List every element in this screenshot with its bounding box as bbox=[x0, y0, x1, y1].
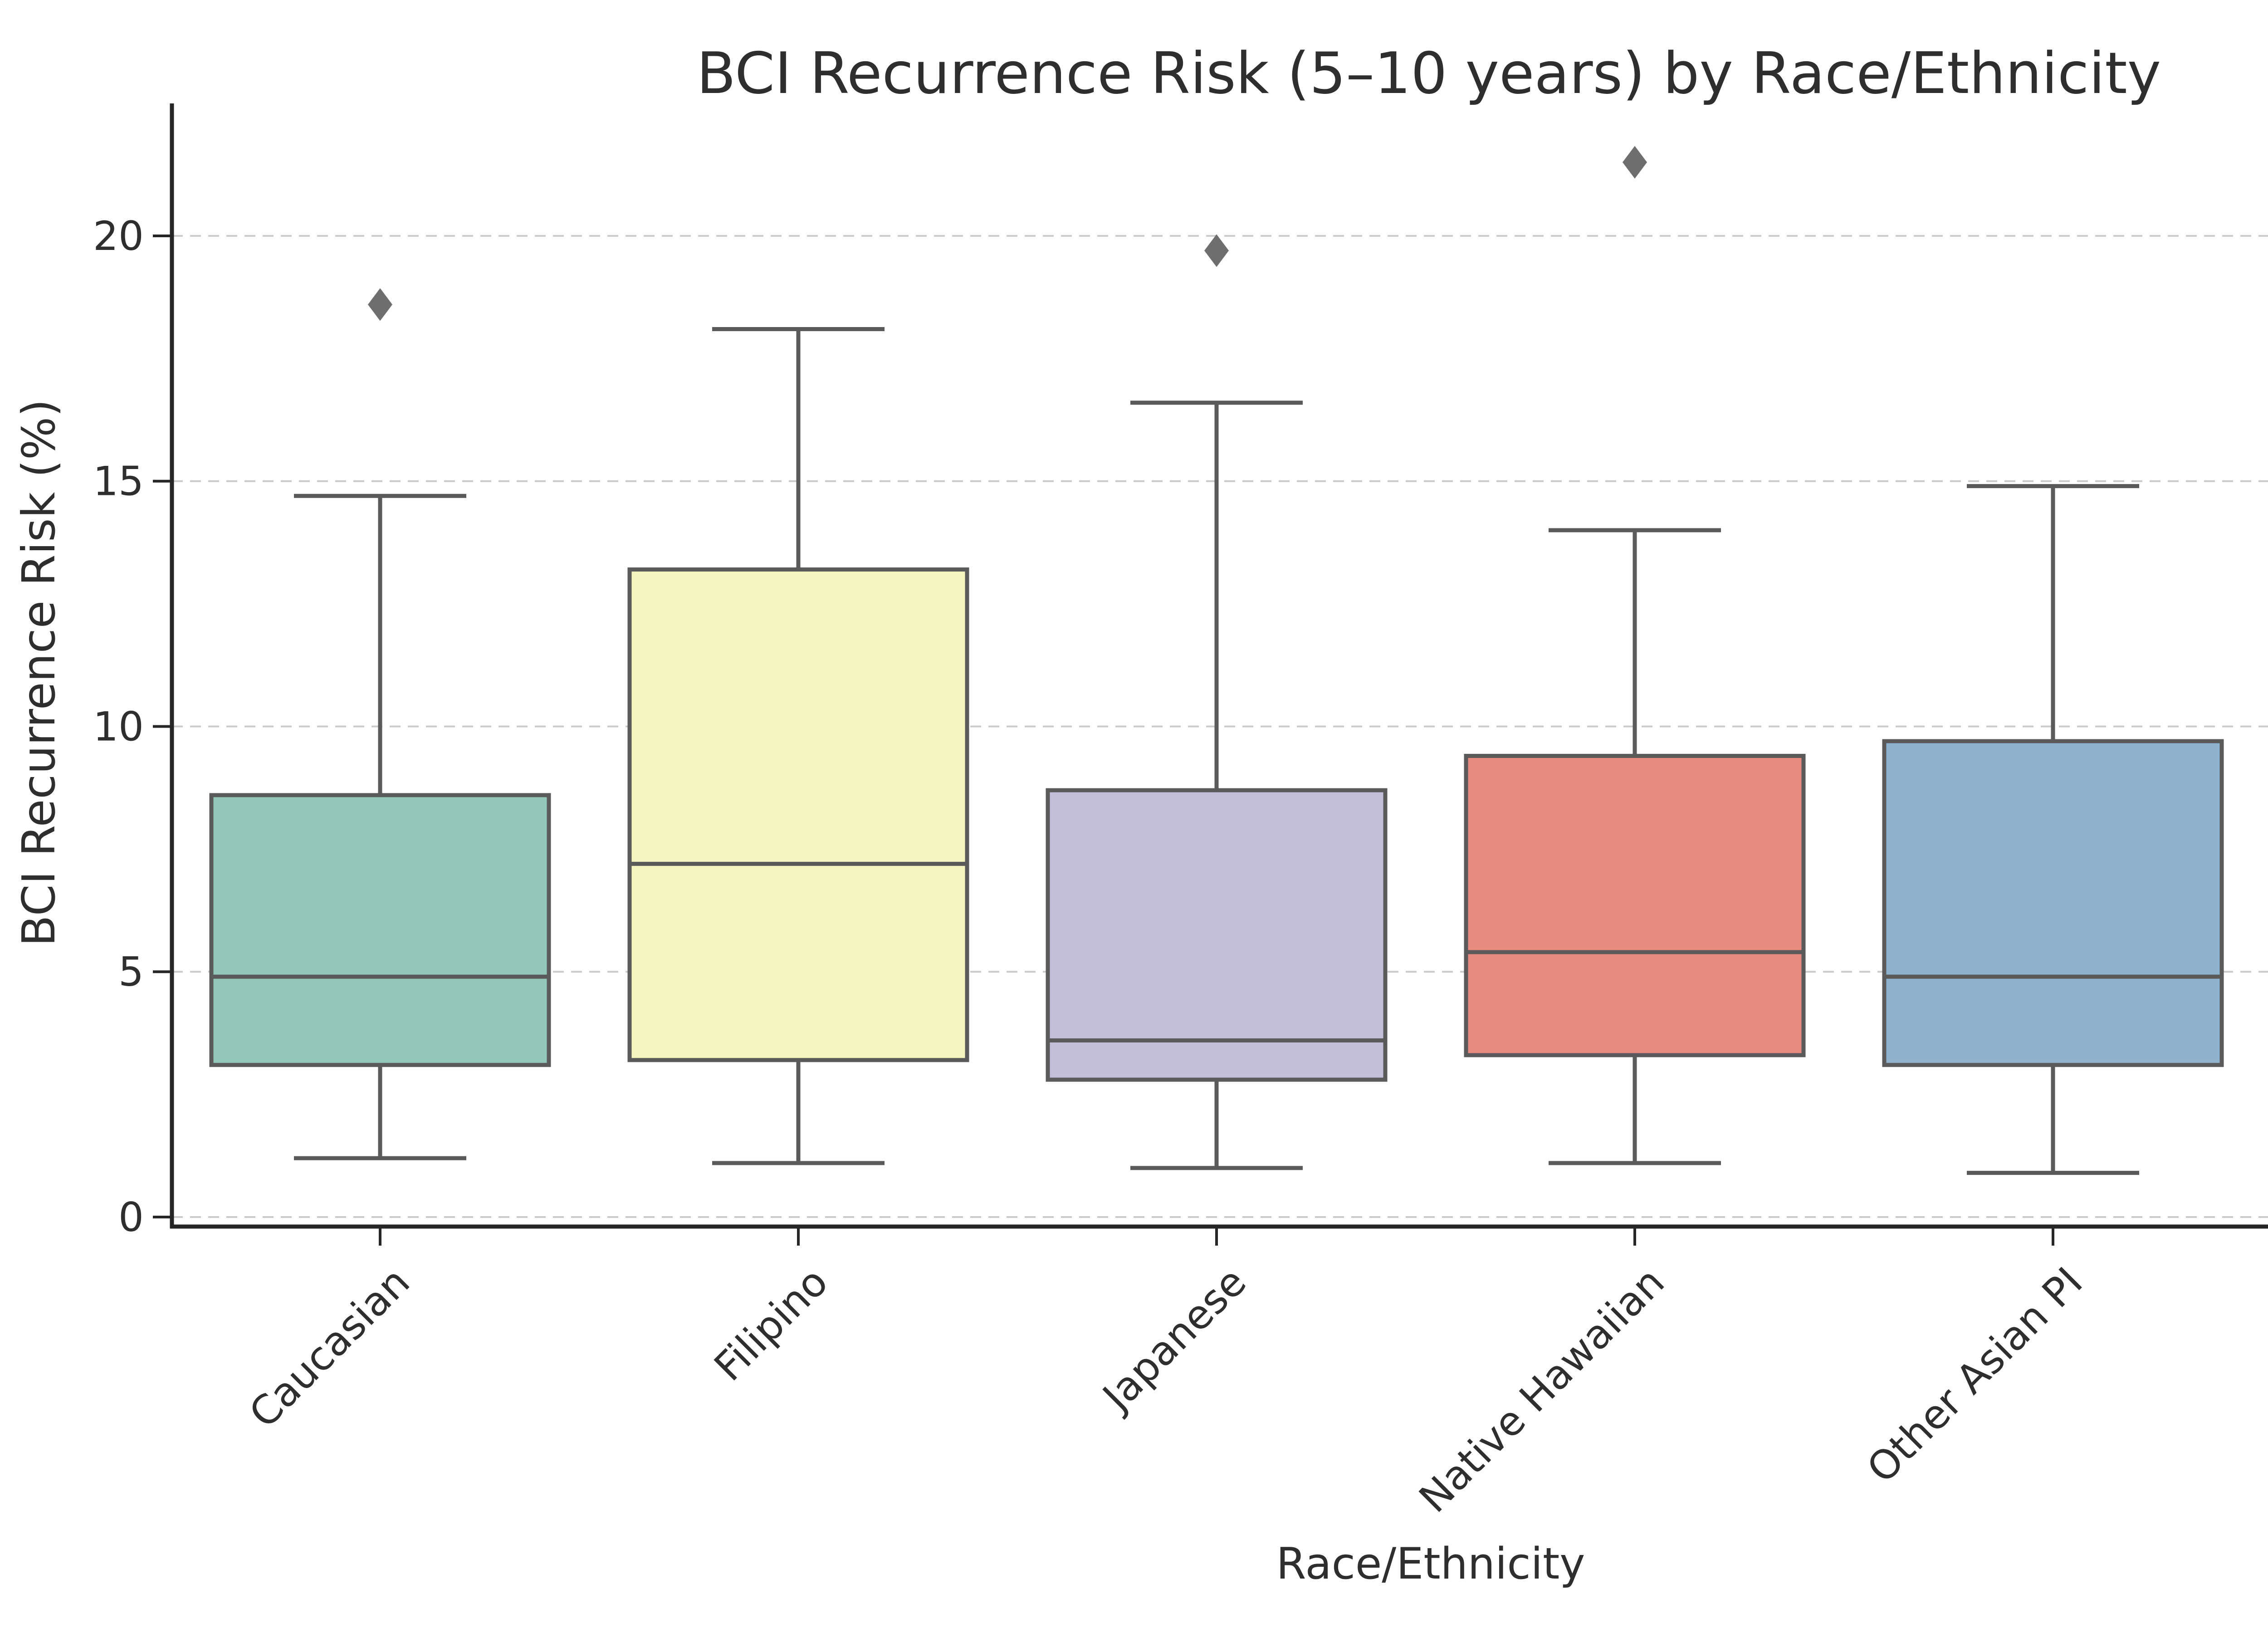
y-tick-label: 0 bbox=[118, 1194, 144, 1241]
chart-title: BCI Recurrence Risk (5–10 years) by Race… bbox=[697, 40, 2161, 107]
y-tick-label: 5 bbox=[118, 949, 144, 995]
y-tick-label: 15 bbox=[93, 458, 144, 505]
outlier-marker bbox=[368, 288, 392, 321]
x-tick-label: Caucasian bbox=[240, 1258, 418, 1437]
outlier-marker bbox=[1204, 234, 1229, 267]
outlier-marker bbox=[1623, 146, 1647, 179]
x-tick-label: Other Asian PI bbox=[1858, 1258, 2092, 1492]
iqr-box bbox=[209, 793, 551, 1067]
box-group bbox=[1464, 146, 1806, 1165]
y-tick-label: 10 bbox=[93, 703, 144, 750]
box-group bbox=[627, 327, 969, 1165]
x-tick-label: Filipino bbox=[705, 1258, 837, 1390]
iqr-box bbox=[1046, 788, 1388, 1082]
y-axis-label: BCI Recurrence Risk (%) bbox=[12, 399, 65, 946]
boxes bbox=[209, 146, 2224, 1175]
box-group bbox=[1046, 234, 1388, 1170]
box-group bbox=[1882, 484, 2224, 1175]
x-tick-label: Native Hawaiian bbox=[1410, 1258, 1673, 1521]
x-axis-label: Race/Ethnicity bbox=[1276, 1539, 1585, 1589]
x-tick-label: Japanese bbox=[1092, 1258, 1255, 1421]
iqr-box bbox=[627, 567, 969, 1062]
gridlines bbox=[172, 235, 2268, 1218]
y-tick-label: 20 bbox=[93, 213, 144, 259]
iqr-box bbox=[1464, 753, 1806, 1057]
iqr-box bbox=[1882, 739, 2224, 1067]
box-group bbox=[209, 288, 551, 1160]
